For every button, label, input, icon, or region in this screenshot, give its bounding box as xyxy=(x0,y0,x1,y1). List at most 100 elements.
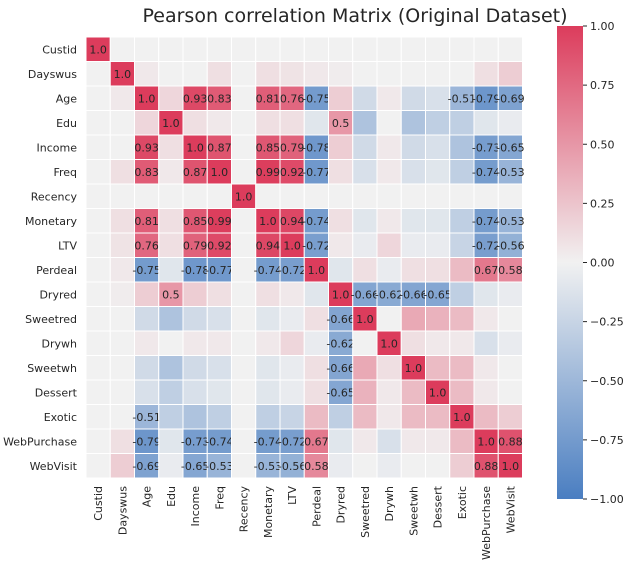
heatmap-cell xyxy=(473,453,499,479)
heatmap-cell xyxy=(449,232,475,258)
heatmap-cell xyxy=(400,330,426,356)
cell-value-label: 0.67 xyxy=(474,264,499,277)
heatmap-cell xyxy=(376,61,402,87)
heatmap-cell xyxy=(449,61,475,87)
heatmap-cell xyxy=(425,257,451,283)
heatmap-cell xyxy=(449,355,475,381)
heatmap-cell xyxy=(328,36,354,62)
heatmap-cell xyxy=(303,330,329,356)
heatmap-cell xyxy=(352,85,378,111)
heatmap-cell xyxy=(425,36,451,62)
heatmap-cell xyxy=(158,110,184,136)
heatmap-cell xyxy=(497,159,523,185)
heatmap-cell xyxy=(206,330,232,356)
heatmap-cell xyxy=(352,257,378,283)
heatmap-cell xyxy=(497,232,523,258)
heatmap-cell xyxy=(425,428,451,454)
colorbar-tick-label: 0.00 xyxy=(590,257,615,270)
heatmap-cell xyxy=(109,330,135,356)
heatmap-cell xyxy=(255,330,281,356)
heatmap-cell xyxy=(497,453,523,479)
y-tick-label: Age xyxy=(56,92,78,105)
heatmap-cell xyxy=(134,306,160,332)
heatmap-cell xyxy=(206,110,232,136)
y-axis-labels: Custid Dayswus Age Edu Income Freq Recency Mone… xyxy=(3,43,78,473)
heatmap-cell xyxy=(400,379,426,405)
heatmap-cell xyxy=(400,306,426,332)
heatmap-cell xyxy=(328,453,354,479)
cell-value-label: 0.93 xyxy=(183,92,208,105)
cell-value-label: 0.99 xyxy=(207,215,232,228)
heatmap-cell xyxy=(425,453,451,479)
heatmap-cell xyxy=(109,232,135,258)
heatmap-cell xyxy=(158,453,184,479)
heatmap-cell xyxy=(497,257,523,283)
heatmap-cell xyxy=(303,355,329,381)
cell-value-label: -0.79 xyxy=(132,435,160,448)
heatmap-cell xyxy=(303,208,329,234)
heatmap-cell xyxy=(206,61,232,87)
cell-value-label: 0.83 xyxy=(134,166,159,179)
heatmap-cell xyxy=(352,330,378,356)
cell-value-label: 1.0 xyxy=(235,190,253,203)
x-tick-label: Age xyxy=(141,486,154,508)
heatmap-cell xyxy=(400,61,426,87)
heatmap-cell xyxy=(279,232,305,258)
heatmap-cell xyxy=(303,134,329,160)
heatmap-cell xyxy=(279,379,305,405)
heatmap-cell xyxy=(400,36,426,62)
heatmap-cell xyxy=(182,404,208,430)
cell-value-label: -0.53 xyxy=(254,460,282,473)
heatmap-cell xyxy=(497,36,523,62)
heatmap-cell xyxy=(85,85,111,111)
heatmap-cell xyxy=(352,36,378,62)
heatmap-cell xyxy=(376,306,402,332)
heatmap-cell xyxy=(400,232,426,258)
chart-title: Pearson correlation Matrix (Original Dat… xyxy=(143,5,568,27)
heatmap-cell xyxy=(182,281,208,307)
heatmap-cell xyxy=(352,61,378,87)
heatmap-cell xyxy=(109,453,135,479)
heatmap-cell xyxy=(85,404,111,430)
y-tick-label: Income xyxy=(37,141,78,154)
cell-value-label: -0.74 xyxy=(205,435,233,448)
heatmap-cell xyxy=(425,404,451,430)
y-tick-label: Dessert xyxy=(35,386,78,399)
heatmap-cell xyxy=(352,281,378,307)
cell-value-label: 0.5 xyxy=(162,288,180,301)
cell-value-label: -0.75 xyxy=(132,264,160,277)
heatmap-cell xyxy=(449,428,475,454)
heatmap-cell xyxy=(376,379,402,405)
heatmap-cell xyxy=(279,183,305,209)
heatmap-cell xyxy=(473,61,499,87)
heatmap-cell xyxy=(255,281,281,307)
cell-value-label: 0.88 xyxy=(498,435,523,448)
heatmap-cell xyxy=(231,85,257,111)
heatmap-cell xyxy=(182,355,208,381)
heatmap-cell xyxy=(158,208,184,234)
heatmap-cell xyxy=(376,134,402,160)
heatmap-cell xyxy=(206,36,232,62)
y-tick-label: Custid xyxy=(42,43,77,56)
colorbar: 1.00 0.75 0.50 0.25 0.00 −0.25 −0.50 −0.75 −1.00 xyxy=(557,20,624,506)
cell-value-label: -0.74 xyxy=(302,215,330,228)
heatmap-cell xyxy=(497,428,523,454)
cell-value-label: -0.77 xyxy=(302,166,330,179)
heatmap-cell xyxy=(303,281,329,307)
heatmap-cell xyxy=(85,306,111,332)
colorbar-tick-label: −0.75 xyxy=(590,434,624,447)
heatmap-cell xyxy=(449,36,475,62)
heatmap-cell xyxy=(497,404,523,430)
heatmap-cell xyxy=(231,208,257,234)
heatmap-cell xyxy=(473,281,499,307)
cell-value-label: 0.5 xyxy=(332,117,350,130)
heatmap-cell xyxy=(279,404,305,430)
heatmap-cell xyxy=(231,183,257,209)
heatmap-cell xyxy=(231,379,257,405)
cell-value-label: 0.85 xyxy=(256,141,281,154)
cell-value-label: -0.78 xyxy=(302,141,330,154)
heatmap-cell xyxy=(231,330,257,356)
x-tick-label: Drywh xyxy=(383,486,396,521)
y-tick-label: Freq xyxy=(53,166,77,179)
heatmap-cell xyxy=(400,208,426,234)
